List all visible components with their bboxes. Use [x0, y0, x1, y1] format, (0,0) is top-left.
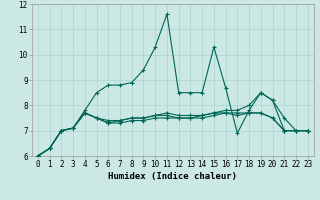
X-axis label: Humidex (Indice chaleur): Humidex (Indice chaleur) — [108, 172, 237, 181]
